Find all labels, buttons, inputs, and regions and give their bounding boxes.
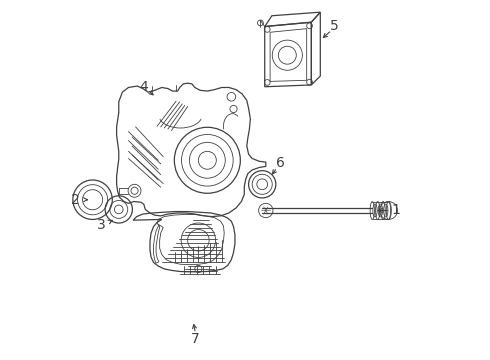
- Text: 6: 6: [276, 156, 285, 170]
- Text: 5: 5: [330, 19, 339, 33]
- Text: 2: 2: [72, 193, 80, 207]
- Text: 3: 3: [97, 218, 106, 232]
- Text: 7: 7: [191, 332, 200, 346]
- Text: 4: 4: [140, 80, 148, 94]
- Text: 1: 1: [391, 203, 400, 217]
